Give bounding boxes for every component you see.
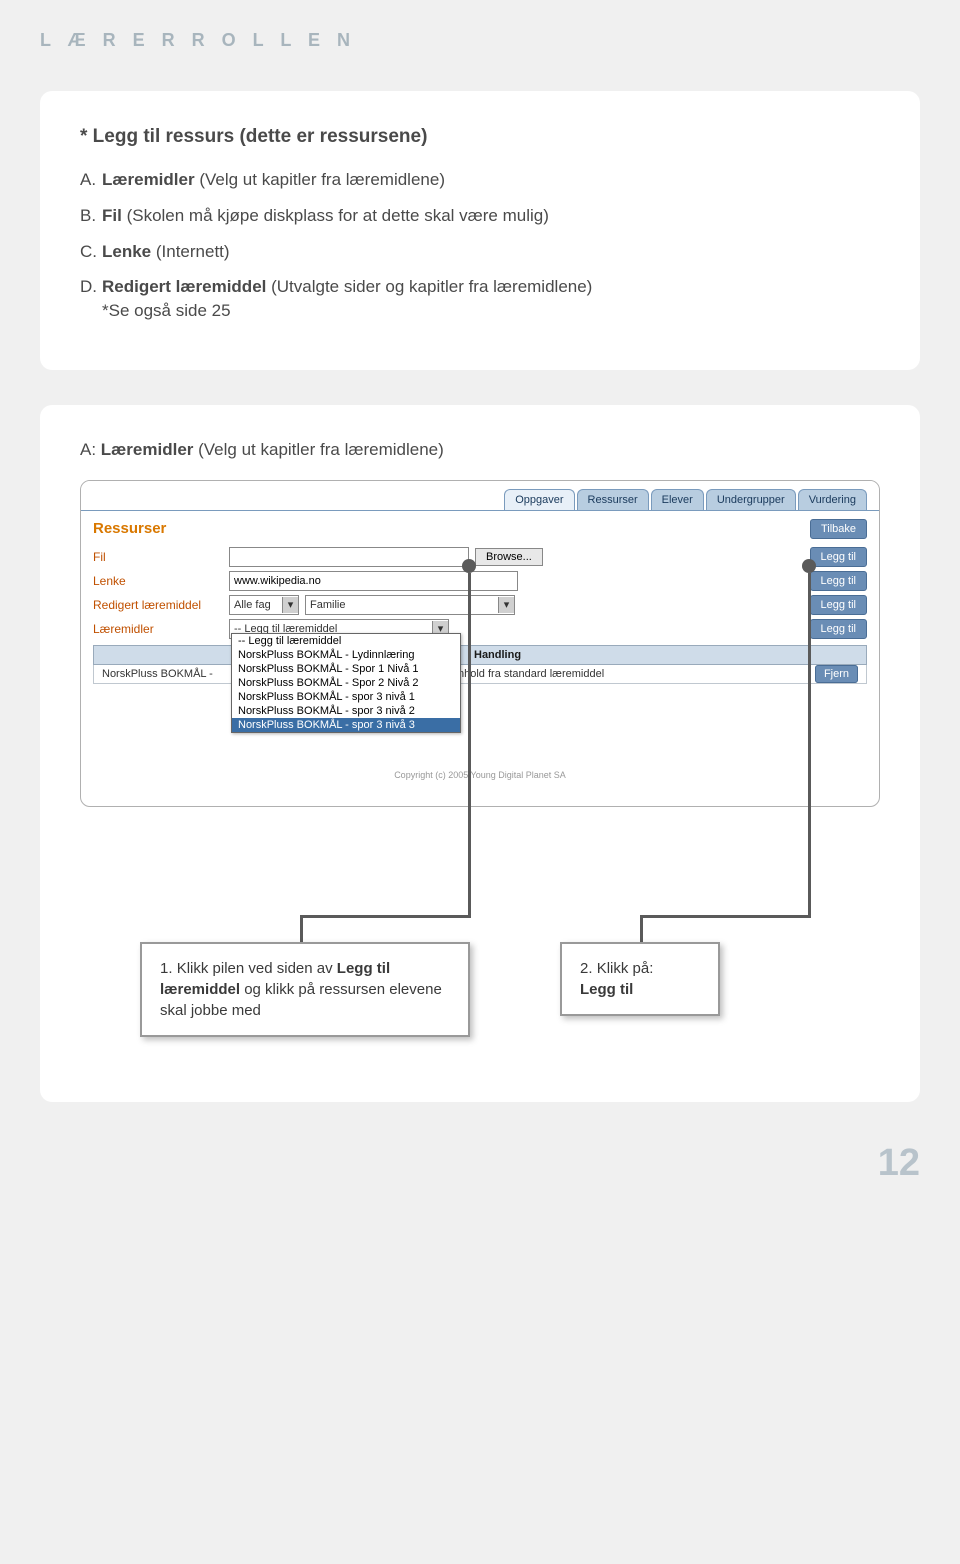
screenshot-panel: A: Læremidler (Velg ut kapitler fra lære… — [40, 405, 920, 1102]
redigert-label: Redigert læremiddel — [93, 598, 223, 612]
item-bold: Læremidler — [102, 170, 195, 189]
th-handling: Handling — [466, 646, 806, 664]
item-letter: B. — [80, 204, 102, 228]
fil-legg-til-button[interactable]: Legg til — [810, 547, 867, 567]
label-rest: (Velg ut kapitler fra læremidlene) — [193, 440, 443, 459]
callout-box-1: 1. Klikk pilen ved siden av Legg til lær… — [140, 942, 470, 1037]
dropdown-option-selected[interactable]: NorskPluss BOKMÅL - spor 3 nivå 3 — [232, 718, 460, 732]
item-bold: Redigert læremiddel — [102, 277, 266, 296]
browse-button[interactable]: Browse... — [475, 548, 543, 566]
callout-line — [300, 915, 471, 918]
redigert-row: Redigert læremiddel Alle fag ▾ Familie ▾ L… — [93, 595, 867, 615]
lenke-input[interactable] — [229, 571, 518, 591]
callout-line — [300, 915, 303, 945]
dropdown-option[interactable]: -- Legg til læremiddel — [232, 634, 460, 648]
lenke-label: Lenke — [93, 574, 223, 588]
redigert-select-topic[interactable]: Familie ▾ — [305, 595, 515, 615]
item-letter: A. — [80, 168, 102, 192]
label-bold: Læremidler — [101, 440, 194, 459]
fjern-button[interactable]: Fjern — [815, 665, 858, 683]
item-rest: (Internett) — [151, 242, 229, 261]
laeremidler-dropdown-list[interactable]: -- Legg til læremiddel NorskPluss BOKMÅL… — [231, 633, 461, 733]
dropdown-option[interactable]: NorskPluss BOKMÅL - spor 3 nivå 1 — [232, 690, 460, 704]
page-header: L Æ R E R R O L L E N — [40, 30, 920, 51]
item-sub: *Se også side 25 — [102, 299, 880, 323]
fil-input[interactable] — [229, 547, 469, 567]
callout-line — [640, 915, 643, 945]
select-value: Alle fag — [234, 599, 271, 611]
callout-dot — [802, 559, 816, 573]
app-screenshot: Oppgaver Ressurser Elever Undergrupper V… — [80, 480, 880, 807]
page-number: 12 — [40, 1142, 920, 1185]
table-header: Navn Handling — [93, 645, 867, 665]
item-letter: C. — [80, 240, 102, 264]
select-value: Familie — [310, 599, 345, 611]
callout-overlay: 1. Klikk pilen ved siden av Legg til lær… — [80, 787, 880, 1067]
item-rest: (Velg ut kapitler fra læremidlene) — [195, 170, 445, 189]
tab-bar: Oppgaver Ressurser Elever Undergrupper V… — [81, 481, 879, 510]
redigert-select-fag[interactable]: Alle fag ▾ — [229, 595, 299, 615]
callout-box-2: 2. Klikk på: Legg til — [560, 942, 720, 1016]
dropdown-option[interactable]: NorskPluss BOKMÅL - Spor 2 Nivå 2 — [232, 676, 460, 690]
tab-vurdering[interactable]: Vurdering — [798, 489, 867, 510]
section-label: A: Læremidler (Velg ut kapitler fra lære… — [80, 440, 880, 460]
item-rest: (Skolen må kjøpe diskplass for at dette … — [122, 206, 549, 225]
item-bold: Lenke — [102, 242, 151, 261]
item-letter: D. — [80, 275, 102, 299]
list-item-a: A.Læremidler (Velg ut kapitler fra lærem… — [80, 168, 880, 192]
intro-panel: * Legg til ressurs (dette er ressursene)… — [40, 91, 920, 370]
callout-text: Klikk på: — [597, 960, 654, 977]
dropdown-option[interactable]: NorskPluss BOKMÅL - spor 3 nivå 2 — [232, 704, 460, 718]
list-item-d: D.Redigert læremiddel (Utvalgte sider og… — [80, 275, 880, 323]
callout-line — [640, 915, 811, 918]
tilbake-button[interactable]: Tilbake — [810, 519, 867, 539]
intro-title: * Legg til ressurs (dette er ressursene) — [80, 126, 880, 148]
chevron-down-icon: ▾ — [282, 597, 298, 613]
td-handling: nhold fra standard læremiddel — [450, 665, 806, 683]
callout-line — [468, 573, 471, 917]
copyright-text: Copyright (c) 2005 Young Digital Planet … — [93, 764, 867, 786]
dropdown-option[interactable]: NorskPluss BOKMÅL - Lydinnlæring — [232, 648, 460, 662]
fil-label: Fil — [93, 550, 223, 564]
callout-num: 2. — [580, 960, 597, 977]
lenke-row: Lenke Legg til — [93, 571, 867, 591]
redigert-legg-til-button[interactable]: Legg til — [810, 595, 867, 615]
callout-line — [808, 573, 811, 917]
item-bold: Fil — [102, 206, 122, 225]
callout-text: Klikk pilen ved siden av — [177, 960, 337, 977]
content-area: Ressurser Tilbake Fil Browse... Legg til… — [81, 510, 879, 806]
laeremidler-legg-til-button[interactable]: Legg til — [810, 619, 867, 639]
tab-elever[interactable]: Elever — [651, 489, 704, 510]
callout-dot — [462, 559, 476, 573]
ressurser-heading: Ressurser — [93, 520, 166, 537]
table-row: NorskPluss BOKMÅL - nhold fra standard l… — [93, 665, 867, 684]
label-prefix: A: — [80, 440, 101, 459]
item-rest: (Utvalgte sider og kapitler fra læremidl… — [266, 277, 592, 296]
callout-num: 1. — [160, 960, 177, 977]
tab-oppgaver[interactable]: Oppgaver — [504, 489, 574, 510]
tab-undergrupper[interactable]: Undergrupper — [706, 489, 796, 510]
laeremidler-row: Læremidler -- Legg til læremiddel▾ Legg … — [93, 619, 867, 639]
list-item-c: C.Lenke (Internett) — [80, 240, 880, 264]
dropdown-option[interactable]: NorskPluss BOKMÅL - Spor 1 Nivå 1 — [232, 662, 460, 676]
list-item-b: B.Fil (Skolen må kjøpe diskplass for at … — [80, 204, 880, 228]
tab-ressurser[interactable]: Ressurser — [577, 489, 649, 510]
chevron-down-icon: ▾ — [498, 597, 514, 613]
fil-row: Fil Browse... Legg til — [93, 547, 867, 567]
laeremidler-label: Læremidler — [93, 622, 223, 636]
lenke-legg-til-button[interactable]: Legg til — [810, 571, 867, 591]
callout-bold: Legg til — [580, 981, 633, 998]
